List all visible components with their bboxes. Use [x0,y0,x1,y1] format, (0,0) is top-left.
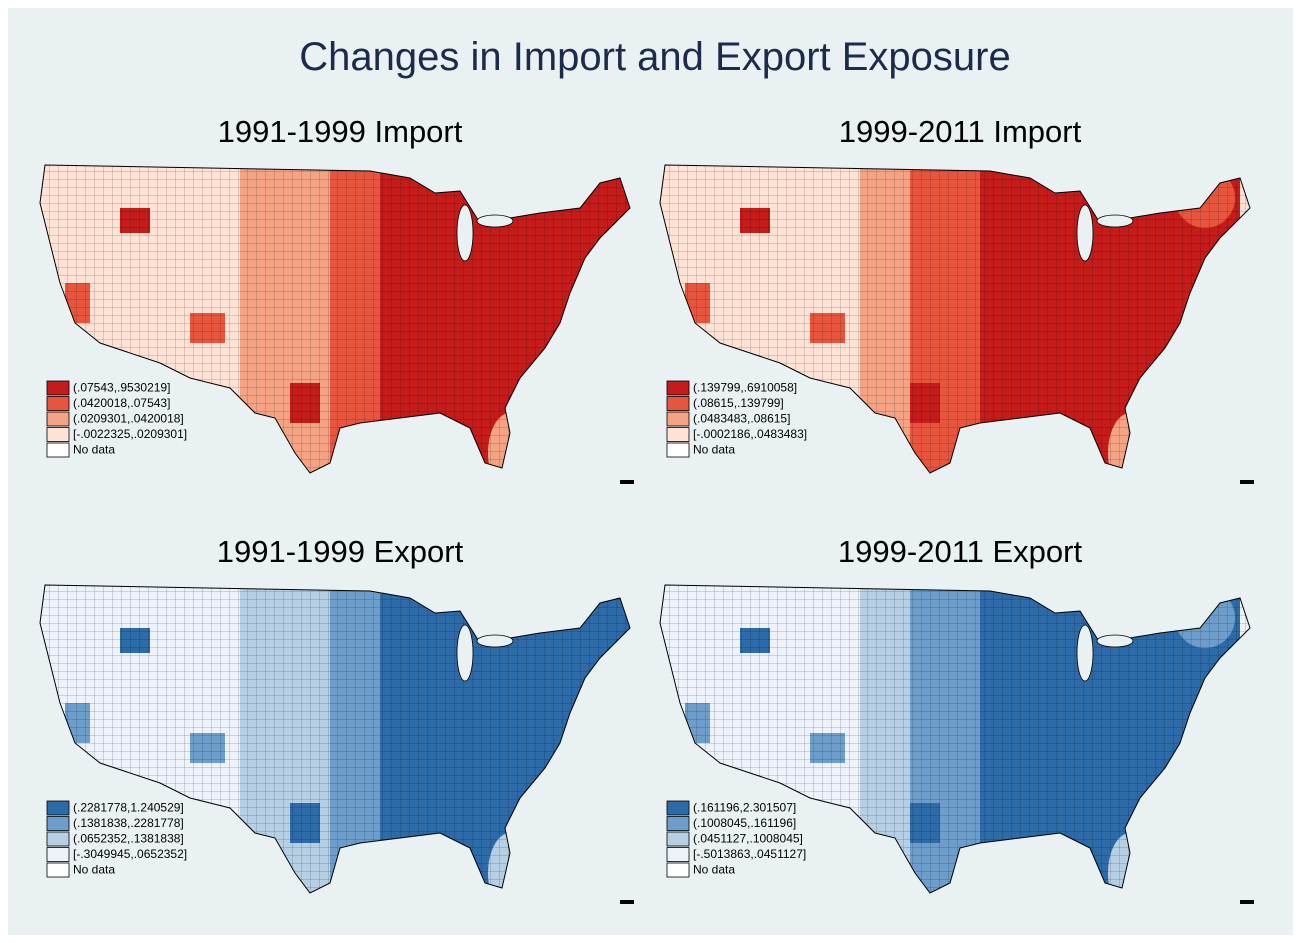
panel-title: 1999-2011 Export [838,534,1083,569]
legend-label: (.08615,.139799] [693,396,784,410]
puerto-rico [1240,900,1254,904]
legend-swatch [47,381,69,395]
legend-swatch [667,428,689,442]
legend-swatch [47,848,69,862]
legend-swatch [47,428,69,442]
legend-swatch [667,848,689,862]
figure-title: Changes in Import and Export Exposure [299,35,1011,79]
legend-swatch [667,397,689,411]
legend-swatch [47,412,69,426]
legend-label: [-.0022325,.0209301] [73,427,187,441]
legend-swatch [47,801,69,815]
legend-label: No data [73,863,115,877]
puerto-rico [620,480,634,484]
legend-swatch [47,817,69,831]
puerto-rico [1240,480,1254,484]
legend-label: No data [693,863,735,877]
great-lake [1097,215,1133,227]
legend-label: (.0209301,.0420018] [73,412,184,426]
legend-label: (.161196,2.301507] [693,801,796,815]
legend-swatch [667,863,689,877]
legend-label: [-.5013863,.0451127] [693,847,806,861]
legend-label: No data [693,443,735,457]
legend-label: (.07543,.9530219] [73,381,170,395]
legend-label: (.1381838,.2281778] [73,816,184,830]
figure: Changes in Import and Export Exposure 19… [0,0,1301,943]
legend-label: (.0420018,.07543] [73,396,170,410]
great-lake [477,635,513,647]
great-lake [1097,635,1133,647]
great-lake [1077,205,1093,261]
legend-swatch [667,412,689,426]
great-lake [457,205,473,261]
legend-swatch [47,443,69,457]
legend-label: [-.0002186,.0483483] [693,427,807,441]
legend-label: (.0451127,.1008045] [693,832,803,846]
legend-swatch [47,832,69,846]
great-lake [1077,625,1093,681]
legend-swatch [667,443,689,457]
legend-swatch [47,863,69,877]
great-lake [457,625,473,681]
legend-label: (.0483483,.08615] [693,412,790,426]
legend-swatch [667,832,689,846]
legend-label: (.2281778,1.240529] [73,801,184,815]
legend-swatch [667,817,689,831]
legend-label: (.1008045,.161196] [693,816,796,830]
panel-title: 1991-1999 Import [218,114,463,149]
legend-swatch [667,801,689,815]
legend-swatch [667,381,689,395]
legend-swatch [47,397,69,411]
panel-title: 1991-1999 Export [217,534,464,569]
legend-label: (.0652352,.1381838] [73,832,184,846]
legend-label: [-.3049945,.0652352] [73,847,187,861]
legend-label: (.139799,.6910058] [693,381,797,395]
puerto-rico [620,900,634,904]
great-lake [477,215,513,227]
panel-title: 1999-2011 Import [839,114,1082,149]
legend-label: No data [73,443,115,457]
